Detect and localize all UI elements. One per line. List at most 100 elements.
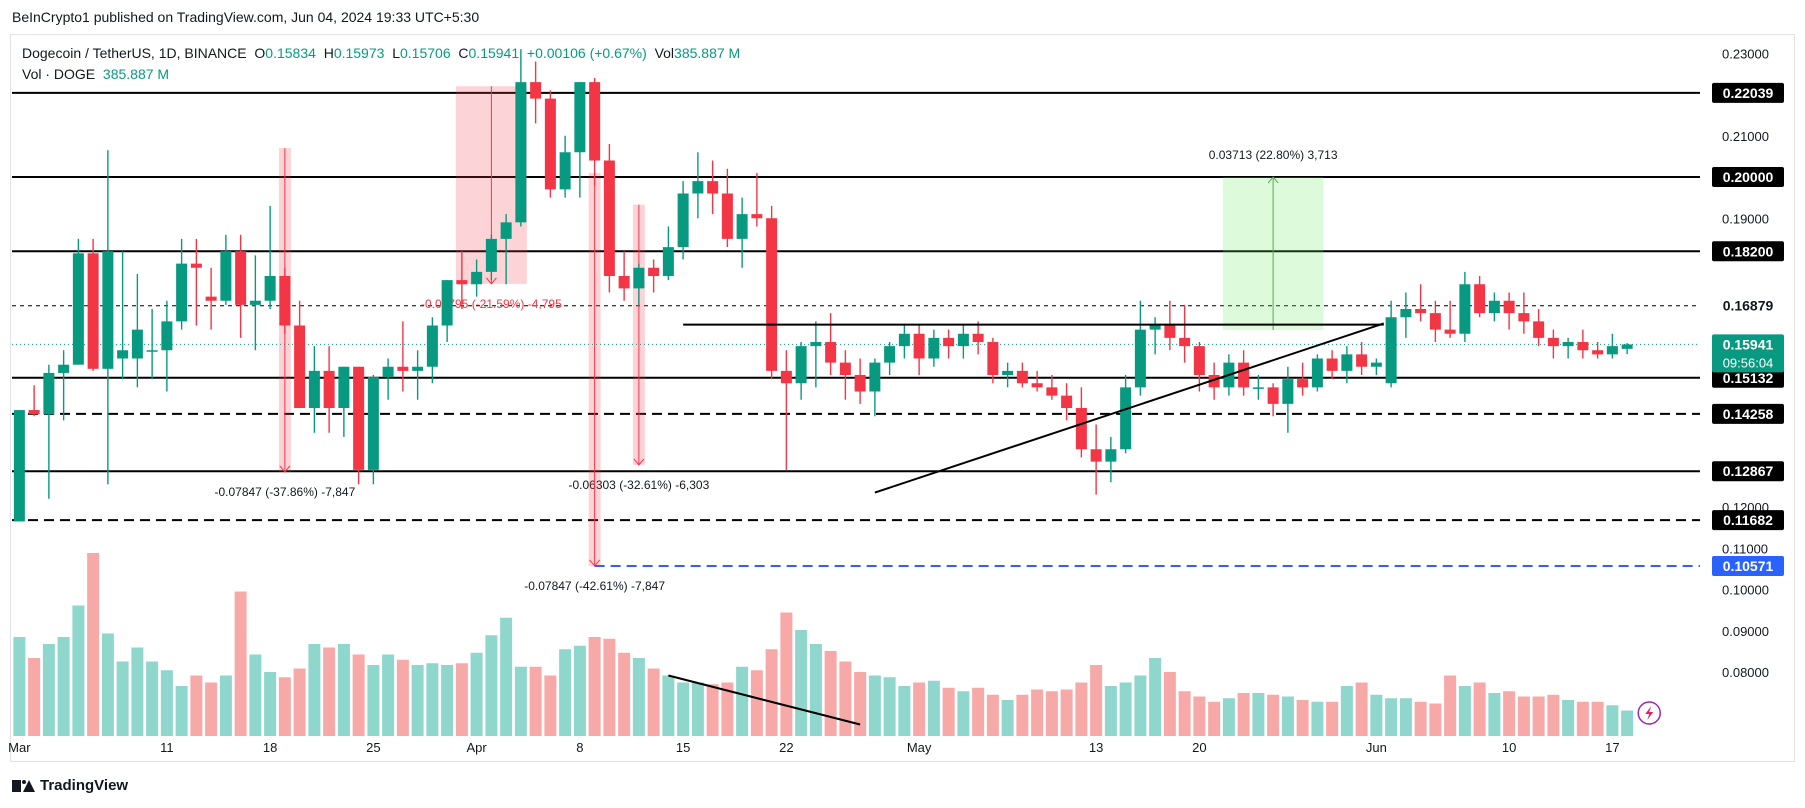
candle-body [1400, 309, 1412, 318]
candle-body [1164, 325, 1176, 338]
tradingview-brand: TradingView [40, 777, 129, 794]
level-label-bg [1712, 403, 1784, 424]
candle-body [500, 222, 512, 239]
candle-body [43, 372, 55, 415]
candle-body [810, 342, 822, 347]
candle-body [1016, 370, 1028, 384]
candle-body [1134, 329, 1146, 388]
candle-body [825, 342, 837, 363]
volume-bar [1311, 701, 1324, 736]
candle-body [987, 342, 999, 375]
volume-bar [1591, 701, 1604, 736]
volume-bar [750, 670, 763, 736]
level-label-bg [1712, 510, 1784, 531]
volume-bar [1134, 675, 1147, 736]
volume-bar [367, 665, 380, 736]
candle-body [412, 366, 424, 371]
volume-bar [1385, 698, 1398, 736]
candle-body [426, 325, 438, 367]
volume-bar [13, 637, 26, 736]
measure-label: -0.07847 (-37.86%) -7,847 [214, 485, 355, 499]
volume-bar [1178, 691, 1191, 736]
volume-bar [1532, 696, 1545, 736]
volume-bar [1208, 701, 1221, 736]
x-axis-tick-label: 15 [676, 740, 690, 755]
candle-body [544, 98, 556, 190]
candle-body [294, 325, 306, 408]
volume-bar [1429, 703, 1442, 736]
candle-body [456, 280, 468, 285]
candle-body [87, 253, 99, 369]
volume-bar [1163, 672, 1176, 736]
measure-label: -0.04795 (-21.59%) -4,795 [421, 297, 562, 311]
candle-body [176, 263, 188, 322]
volume-bar [632, 658, 645, 736]
candle-body [1252, 387, 1264, 389]
volume-bar [1503, 691, 1516, 736]
volume-bar [691, 682, 704, 736]
volume-bar [411, 665, 424, 736]
level-label-bg [1712, 241, 1784, 262]
candle-body [190, 263, 202, 268]
volume-bar [603, 638, 616, 736]
candle-body [677, 193, 689, 248]
target-level-label-bg [1712, 555, 1784, 576]
candle-body [1356, 354, 1368, 367]
candle-body [1474, 284, 1486, 314]
candle-body [795, 346, 807, 384]
volume-bar [544, 675, 557, 736]
volume-bar [1222, 698, 1235, 736]
candle-body [1518, 313, 1530, 322]
lightning-icon-bolt [1645, 706, 1654, 720]
candle-body [603, 160, 615, 276]
volume-bar [514, 666, 527, 736]
x-axis-tick-label: 20 [1192, 740, 1206, 755]
measure-arrowhead [279, 465, 291, 473]
candle-body [58, 364, 70, 373]
measure-arrowhead [633, 458, 645, 466]
candle-body [869, 362, 881, 392]
candle-body [884, 346, 896, 363]
candle-body [1311, 358, 1323, 388]
close-label: C [458, 45, 469, 61]
volume-bar [116, 661, 129, 736]
volume-indicator-label: Vol · DOGE [22, 66, 96, 82]
volume-indicator-legend[interactable]: Vol · DOGE 385.887 M [22, 66, 169, 82]
candle-body [898, 333, 910, 347]
volume-bar [396, 659, 409, 736]
candle-body [72, 253, 84, 365]
tradingview-logo[interactable]: TradingView [12, 777, 128, 794]
countdown-label: 09:56:04 [1723, 355, 1774, 370]
candle-body [323, 370, 335, 408]
x-axis-tick-label: 10 [1502, 740, 1516, 755]
volume-bar [1281, 696, 1294, 736]
volume-label: Vol [654, 45, 675, 61]
candle-body [1444, 329, 1456, 334]
candle-body [721, 193, 733, 239]
ohlc-legend: Dogecoin / TetherUS, 1D, BINANCE O0.1583… [22, 45, 740, 61]
candle-body [1370, 362, 1382, 367]
level-label: 0.18200 [1723, 243, 1774, 259]
x-axis-tick-label: 13 [1089, 740, 1103, 755]
volume-bar [1370, 694, 1383, 736]
symbol-name[interactable]: Dogecoin / TetherUS, 1D, BINANCE [22, 45, 247, 61]
candle-body [751, 214, 763, 219]
candle-body [1282, 379, 1294, 404]
volume-bar [1340, 686, 1353, 736]
volume-bar [160, 670, 173, 736]
volume-bar [588, 637, 601, 736]
volume-bar [278, 677, 291, 736]
candle-body [1208, 375, 1220, 388]
volume-bar [618, 652, 631, 736]
volume-bar [809, 644, 822, 736]
volume-bar [647, 668, 660, 736]
low-label: L [392, 45, 400, 61]
candle-body [220, 251, 232, 301]
volume-bar [485, 635, 498, 736]
volume-bar [337, 644, 350, 736]
x-axis-tick-label: 11 [160, 740, 174, 755]
current-price-label: 0.15941 [1723, 336, 1774, 352]
candle-body [146, 350, 158, 352]
trendline-rising-support [874, 322, 1385, 494]
